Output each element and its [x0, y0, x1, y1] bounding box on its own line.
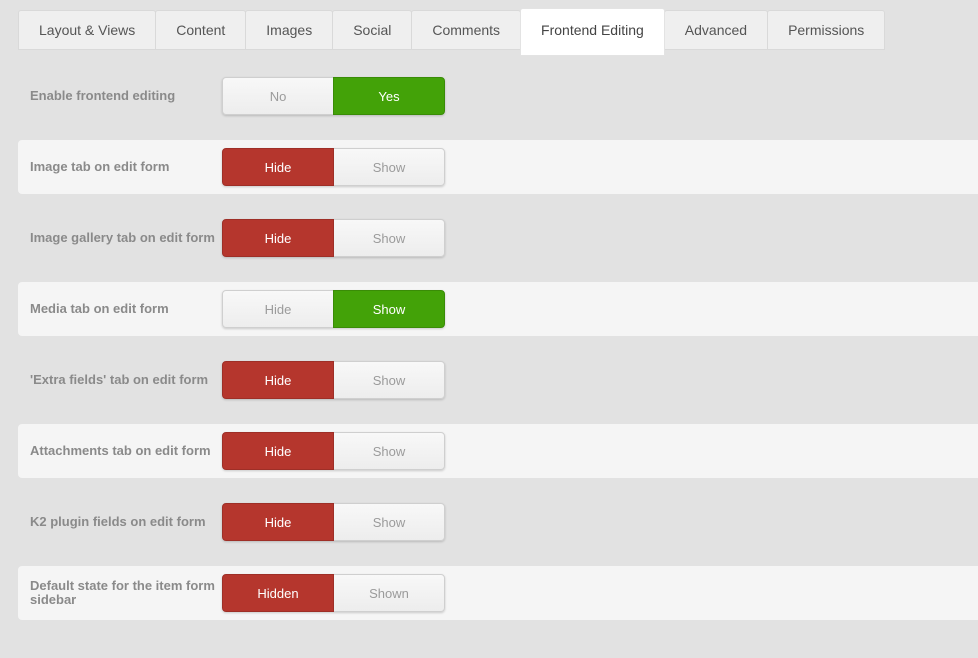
option-show-button[interactable]: Show — [333, 290, 445, 328]
option-hide-button[interactable]: Hide — [222, 219, 334, 257]
toggle-group: Hidden Shown — [222, 574, 445, 612]
option-hide-button[interactable]: Hide — [222, 432, 334, 470]
setting-row-k2-plugin-fields-on-edit-form: K2 plugin fields on edit form Hide Show — [18, 495, 978, 549]
setting-row-extra-fields-tab-on-edit-form: 'Extra fields' tab on edit form Hide Show — [18, 353, 978, 407]
toggle-group: Hide Show — [222, 361, 445, 399]
toggle-group: Hide Show — [222, 148, 445, 186]
option-show-button[interactable]: Show — [333, 432, 445, 470]
option-hide-button[interactable]: Hide — [222, 361, 334, 399]
toggle-group: No Yes — [222, 77, 445, 115]
tab-advanced[interactable]: Advanced — [663, 10, 769, 50]
tab-bar: Layout & Views Content Images Social Comment… — [0, 0, 978, 56]
option-show-button[interactable]: Show — [333, 503, 445, 541]
option-hidden-button[interactable]: Hidden — [222, 574, 334, 612]
toggle-group: Hide Show — [222, 503, 445, 541]
setting-label: Attachments tab on edit form — [30, 443, 211, 458]
option-show-button[interactable]: Show — [333, 148, 445, 186]
setting-label: K2 plugin fields on edit form — [30, 514, 206, 529]
toggle-group: Hide Show — [222, 432, 445, 470]
setting-label: Enable frontend editing — [30, 88, 176, 103]
tab-frontend-editing[interactable]: Frontend Editing — [520, 8, 665, 56]
setting-row-image-gallery-tab-on-edit-form: Image gallery tab on edit form Hide Show — [18, 211, 978, 265]
setting-row-image-tab-on-edit-form: Image tab on edit form Hide Show — [18, 140, 978, 194]
tab-layout-views[interactable]: Layout & Views — [18, 10, 157, 50]
tab-comments[interactable]: Comments — [411, 10, 522, 50]
setting-label: Media tab on edit form — [30, 301, 169, 316]
setting-label: Default state for the item form sidebar — [30, 578, 215, 607]
tab-content[interactable]: Content — [155, 10, 247, 50]
option-hide-button[interactable]: Hide — [222, 290, 334, 328]
setting-row-attachments-tab-on-edit-form: Attachments tab on edit form Hide Show — [18, 424, 978, 478]
setting-label: 'Extra fields' tab on edit form — [30, 372, 209, 387]
option-yes-button[interactable]: Yes — [333, 77, 445, 115]
option-no-button[interactable]: No — [222, 77, 334, 115]
toggle-group: Hide Show — [222, 219, 445, 257]
option-show-button[interactable]: Show — [333, 219, 445, 257]
tab-social[interactable]: Social — [332, 10, 413, 50]
option-hide-button[interactable]: Hide — [222, 148, 334, 186]
option-shown-button[interactable]: Shown — [333, 574, 445, 612]
option-hide-button[interactable]: Hide — [222, 503, 334, 541]
option-show-button[interactable]: Show — [333, 361, 445, 399]
setting-row-media-tab-on-edit-form: Media tab on edit form Hide Show — [18, 282, 978, 336]
setting-row-default-state-for-the-item-form-sidebar: Default state for the item form sidebar H… — [18, 566, 978, 620]
toggle-group: Hide Show — [222, 290, 445, 328]
setting-label: Image gallery tab on edit form — [30, 230, 215, 245]
tab-permissions[interactable]: Permissions — [767, 10, 886, 50]
settings-list: Enable frontend editing No Yes Image tab on… — [0, 69, 978, 620]
tab-images[interactable]: Images — [245, 10, 334, 50]
setting-row-enable-frontend-editing: Enable frontend editing No Yes — [18, 69, 978, 123]
setting-label: Image tab on edit form — [30, 159, 170, 174]
